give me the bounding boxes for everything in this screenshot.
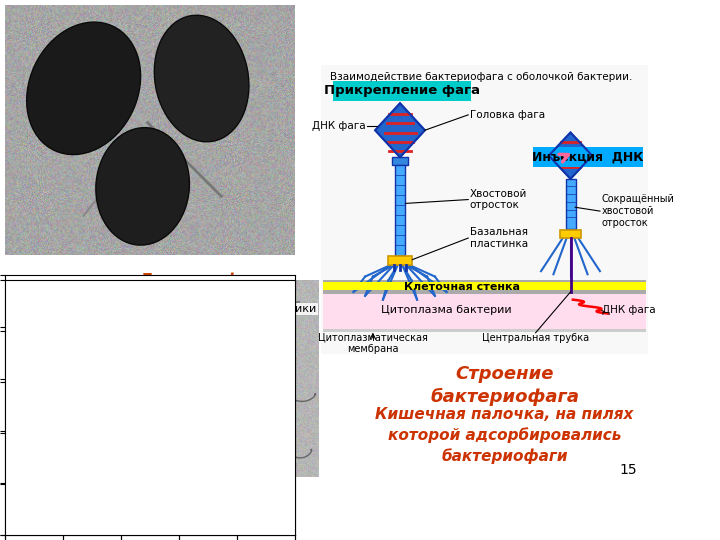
Text: Цитоплазматическая
мембрана: Цитоплазматическая мембрана [318,333,428,354]
Bar [94,280,137,293]
Ellipse shape [173,314,236,423]
Bar [323,329,647,332]
Text: Кишечная палочка, на пилях
которой адсорбировались
бактериофаги: Кишечная палочка, на пилях которой адсор… [375,408,634,464]
Bar [94,461,160,475]
Bar [387,256,413,265]
Text: Пили: Пили [208,409,243,422]
Bar [323,282,647,289]
Bar [323,294,647,329]
Text: Сокращённый
хвостовой
отросток: Сокращённый хвостовой отросток [601,194,675,228]
FancyBboxPatch shape [333,81,471,101]
Text: Инъекция  ДНК: Инъекция ДНК [532,151,643,164]
Text: ДНК фага: ДНК фага [312,122,365,131]
Text: Строение
бактериофага: Строение бактериофага [430,365,579,406]
Text: Хвостовой
отросток: Хвостовой отросток [469,189,527,211]
Text: Жгутики: Жгутики [264,304,317,314]
Bar [321,65,648,354]
Text: Цитоплазма бактерии: Цитоплазма бактерии [381,305,512,315]
Text: Головка фага: Головка фага [469,110,545,120]
Ellipse shape [27,22,140,154]
Text: Взаимодействие бактериофага с оболочкой бактерии.: Взаимодействие бактериофага с оболочкой … [330,72,633,83]
Bar [559,231,581,238]
Text: Центральная трубка: Центральная трубка [482,333,589,343]
Text: 15: 15 [619,463,637,477]
Text: Бактериофаги: Бактериофаги [141,273,269,288]
Text: F-пили: F-пили [96,281,133,292]
Bar [323,280,647,294]
Text: Прикрепление фага: Прикрепление фага [323,84,480,98]
Text: Базальная
пластинка: Базальная пластинка [469,227,528,249]
Polygon shape [375,103,425,157]
Ellipse shape [96,127,189,245]
Ellipse shape [154,15,249,142]
Text: Бактериофаги: Бактериофаги [96,462,176,472]
FancyBboxPatch shape [533,147,642,167]
Bar [566,179,576,229]
Text: Клеточная стенка: Клеточная стенка [404,282,520,292]
Bar [395,165,405,257]
Polygon shape [549,132,593,179]
Bar [392,157,408,165]
Text: ДНК фага: ДНК фага [601,305,655,315]
